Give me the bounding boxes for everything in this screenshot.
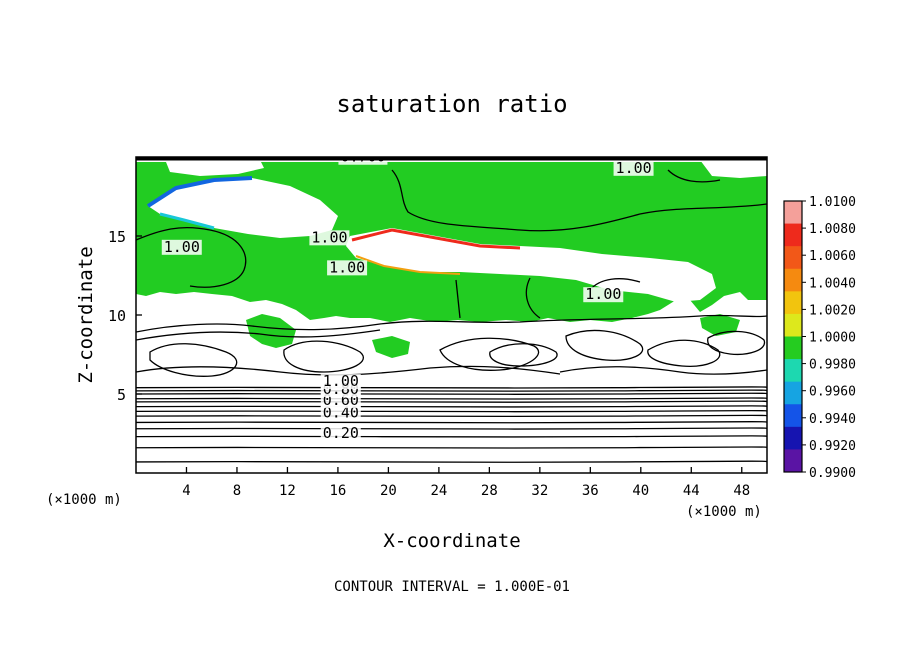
colorbar-swatch [784,359,802,383]
contour-label: 1.00 [616,159,652,177]
field-white-center [346,228,716,302]
contour-label-bg [161,239,202,255]
y-tick-label: 10 [108,307,126,325]
field-red-edge [351,228,521,250]
stratified-contour-line [136,409,767,413]
colorbar-label: 1.0080 [809,222,856,237]
contour-label: 1.00 [329,258,365,276]
stratified-contour-line [136,397,767,400]
x-unit-left: (×1000 m) [46,492,122,508]
stratified-contours [136,386,767,463]
y-axis: 5 10 15 [108,228,142,404]
chart-title: saturation ratio [336,90,567,118]
upper-contours [136,169,767,319]
colorbar-swatch [784,313,802,337]
colorbar-swatch [784,426,802,450]
x-axis: 4 8 12 16 20 24 28 32 36 40 44 48 [182,467,750,499]
colorbar-label: 1.0040 [809,276,856,291]
colorbar-label: 1.0020 [809,303,856,318]
contour-label: 0.40 [323,404,359,422]
colorbar-swatch [784,336,802,360]
stratified-contour-line [136,386,767,389]
field-cyan-edge [159,212,215,230]
contour-label: 1.00 [323,372,359,390]
x-tick-label: 40 [632,483,649,499]
colorbar-label: 1.0060 [809,249,856,264]
field-green-pocket-1 [246,314,296,348]
contour-label: 1.00 [164,238,200,256]
field-white-top [166,160,264,176]
x-tick-label: 24 [430,483,447,499]
y-axis-label: Z-coordinate [75,246,97,383]
stratified-contour-line [136,414,767,418]
stratified-contour-line [136,392,767,395]
contour-label: 1.00 [585,285,621,303]
contour-label-bg [320,374,361,390]
x-tick-label: 28 [481,483,498,499]
field-green-pocket-2 [372,336,410,358]
stratified-contour-line [136,389,767,392]
contour-label: 1.00 [311,228,347,246]
x-tick-label: 4 [182,483,190,499]
stratified-contour-line [136,405,767,408]
y-tick-label: 15 [108,228,126,246]
colorbar-label: 0.9940 [809,412,856,427]
colorbar-swatch [784,291,802,315]
colorbar-swatch [784,268,802,292]
contour-label-bg [320,405,361,421]
contour-label-bg [613,160,654,176]
x-unit-right: (×1000 m) [686,504,762,520]
contour-interval-note: CONTOUR INTERVAL = 1.000E-01 [334,579,570,595]
stratified-contour-line [136,400,767,403]
field-orange-edge [355,255,461,275]
contour-label-bg [338,157,388,165]
colorbar-swatch [784,201,802,225]
colorbar-swatch [784,449,802,473]
stratified-contour-line [136,446,767,449]
colorbar-swatch [784,381,802,405]
stratified-contour-line [136,421,767,424]
x-tick-label: 44 [683,483,700,499]
contour-label-bg [309,230,350,246]
x-tick-label: 32 [531,483,548,499]
colorbar: 1.0100 1.0080 1.0060 1.0040 1.0020 1.0000 0.99… [783,195,856,481]
colorbar-label: 0.9960 [809,385,856,400]
colorbar-label: 0.9920 [809,439,856,454]
contour-label: 0.20 [323,424,359,442]
x-axis-label: X-coordinate [383,530,520,552]
y-tick-label: 5 [117,386,126,404]
x-tick-label: 20 [380,483,397,499]
contour-labels: 0.200.400.600.801.001.001.001.001.001.00… [161,148,654,442]
contour-label: 0.700 [340,148,385,166]
colorbar-label: 0.9980 [809,358,856,373]
x-tick-label: 16 [329,483,346,499]
contour-label-bg [327,260,368,276]
stratified-contour-line [136,460,767,463]
colorbar-swatch [784,404,802,428]
field-green-pocket-3 [700,314,740,336]
contour-label-bg [320,426,361,442]
colorbar-label: 1.0000 [809,331,856,346]
colorbar-swatch [784,223,802,247]
colorbar-label: 0.9900 [809,466,856,481]
stratified-contour-line [136,435,767,438]
x-tick-label: 36 [582,483,599,499]
contour-label-bg [583,287,624,303]
plot-area: 0.200.400.600.801.001.001.001.001.001.00… [136,148,767,473]
x-tick-label: 8 [233,483,241,499]
field-white-top-right [700,160,767,178]
field-blue-edge [146,176,253,208]
colorbar-label: 1.0100 [809,195,856,210]
x-tick-label: 48 [733,483,750,499]
stratified-contour-line [136,427,767,430]
colorbar-swatch [784,246,802,270]
x-tick-label: 12 [279,483,296,499]
